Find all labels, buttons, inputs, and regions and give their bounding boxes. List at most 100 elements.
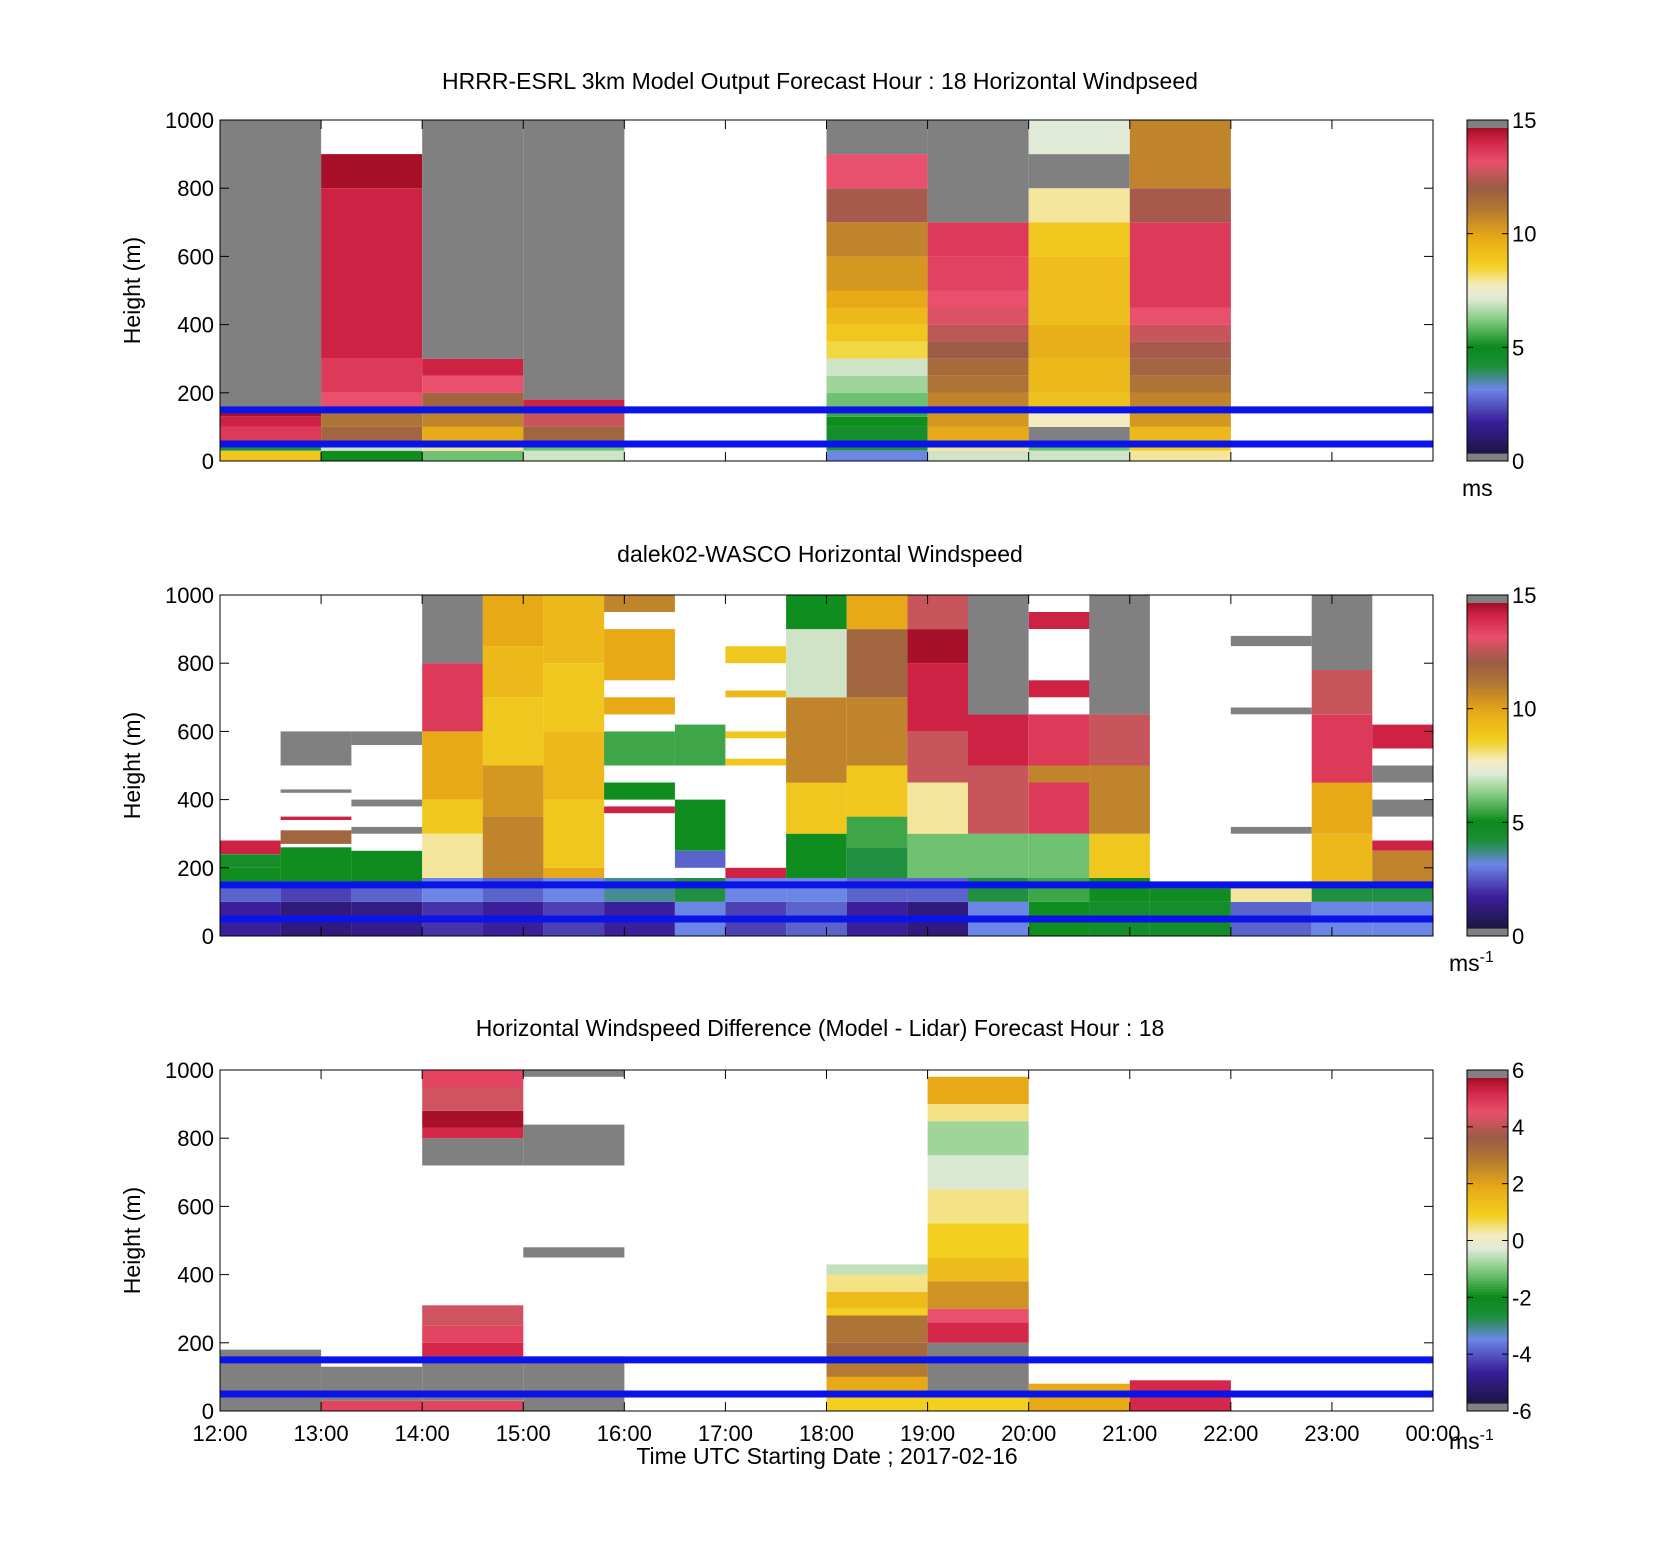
colorbar-segment	[1467, 1397, 1508, 1401]
colorbar-segment	[1467, 1086, 1508, 1090]
colorbar-segment	[1467, 377, 1508, 381]
colorbar-segment	[1467, 741, 1508, 745]
heatmap-cell	[826, 450, 928, 461]
colorbar-segment	[1467, 358, 1508, 362]
colorbar-segment	[1467, 409, 1508, 413]
heatmap-cell	[280, 830, 352, 844]
colorbar-segment	[1467, 138, 1508, 143]
panel-model: HRRR-ESRL 3km Model Output Forecast Hour…	[119, 68, 1536, 501]
colorbar-cap	[1467, 1403, 1508, 1411]
colorbar-segment	[1467, 363, 1508, 367]
y-tick-label: 800	[177, 651, 214, 676]
heatmap-cell	[604, 782, 675, 800]
heatmap-cell	[321, 450, 423, 461]
colorbar-segment	[1467, 1346, 1508, 1350]
colorbar-segment	[1467, 708, 1508, 712]
colorbar-segment	[1467, 220, 1508, 224]
heatmap-cell	[422, 120, 524, 359]
colorbar-segment	[1467, 1275, 1508, 1280]
colorbar-segment	[1467, 765, 1508, 769]
x-tick-label: 21:00	[1102, 1421, 1157, 1446]
colorbar-segment	[1467, 1313, 1508, 1317]
colorbar-tick-label: 6	[1512, 1058, 1524, 1083]
colorbar-segment	[1467, 1088, 1508, 1093]
colorbar-segment	[1467, 201, 1508, 205]
heatmap-cell	[321, 409, 423, 427]
colorbar-segment	[1467, 447, 1508, 451]
heatmap-cell	[927, 1397, 1029, 1411]
chart-title: dalek02-WASCO Horizontal Windspeed	[617, 541, 1023, 567]
colorbar-segment	[1467, 624, 1508, 628]
colorbar-segment	[1467, 1267, 1508, 1271]
colorbar-segment	[1467, 1375, 1508, 1380]
reference-lines	[220, 1356, 1433, 1398]
colorbar-segment	[1467, 434, 1508, 438]
colorbar-segment	[1467, 1226, 1508, 1231]
heatmap-cell	[927, 222, 1029, 257]
colorbar-segment	[1467, 898, 1508, 902]
heatmap-cell	[543, 867, 605, 878]
heatmap-cell	[826, 307, 928, 325]
colorbar-segment	[1467, 165, 1508, 170]
colorbar-segment	[1467, 1110, 1508, 1114]
colorbar-segment	[1467, 1210, 1508, 1215]
colorbar: 0 5 10 15	[1466, 108, 1536, 474]
colorbar-segment	[1467, 268, 1508, 273]
colorbar-segment	[1467, 1129, 1508, 1133]
colorbar-segment	[1467, 247, 1508, 251]
x-tick-label: 17:00	[698, 1421, 753, 1446]
colorbar-segment	[1467, 1161, 1508, 1166]
heatmap-cell	[523, 1124, 625, 1166]
y-tick-label: 1000	[165, 1058, 214, 1083]
colorbar-segment	[1467, 398, 1508, 403]
heatmap-cell	[927, 375, 1029, 393]
heatmap-cell	[1372, 850, 1433, 885]
colorbar-frame	[1466, 119, 1509, 462]
heatmap-cell	[968, 714, 1029, 766]
heatmap-cell	[846, 816, 908, 848]
colorbar-segment	[1467, 738, 1508, 742]
heatmap-cell	[1028, 833, 1090, 878]
colorbar-segment	[1467, 442, 1508, 446]
colorbar-segment	[1467, 703, 1508, 707]
heatmap-cell	[543, 799, 605, 868]
y-tick-label: 0	[202, 1399, 214, 1424]
heatmap-cell	[543, 595, 605, 664]
heatmap-cell	[927, 307, 1029, 325]
colorbar-segment	[1467, 1213, 1508, 1217]
heatmap-cell	[604, 629, 675, 681]
heatmap-cell	[927, 1322, 1029, 1343]
heatmap-cell	[907, 782, 968, 834]
colorbar-segment	[1467, 225, 1508, 229]
colorbar-segment	[1467, 423, 1508, 427]
heatmap-cell	[482, 697, 544, 766]
colorbar-segment	[1467, 635, 1508, 639]
colorbar-segment	[1467, 852, 1508, 856]
heatmap-cell	[927, 1121, 1029, 1156]
colorbar-segment	[1467, 838, 1508, 842]
colorbar-segment	[1467, 182, 1508, 186]
heatmap-cell	[1028, 714, 1090, 766]
colorbar-segment	[1467, 887, 1508, 891]
colorbar-segment	[1467, 366, 1508, 370]
heatmap-cell	[1129, 450, 1231, 461]
y-axis-label: Height (m)	[119, 237, 145, 344]
heatmap-cells	[220, 120, 1231, 461]
y-tick-label: 1000	[165, 583, 214, 608]
colorbar-segment	[1467, 263, 1508, 267]
heatmap-cell	[422, 1128, 524, 1139]
colorbar-segment	[1467, 1310, 1508, 1315]
colorbar-segment	[1467, 743, 1508, 748]
heatmap-cell	[826, 290, 928, 308]
colorbar-segment	[1467, 819, 1508, 823]
heatmap-cell	[1230, 635, 1312, 647]
colorbar-segment	[1467, 1178, 1508, 1182]
colorbar-segment	[1467, 1232, 1508, 1236]
heatmap-cell	[1372, 884, 1433, 902]
heatmap-cell	[422, 1400, 524, 1411]
colorbar-segment	[1467, 1094, 1508, 1098]
heatmap-cell	[1129, 307, 1231, 325]
heatmap-cell	[482, 816, 544, 878]
colorbar-segment	[1467, 686, 1508, 691]
colorbar-segment	[1467, 751, 1508, 756]
